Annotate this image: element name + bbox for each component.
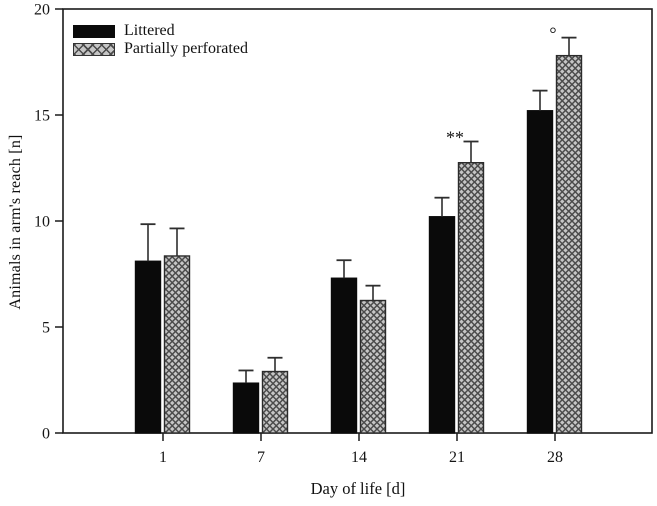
legend-item-littered: Littered <box>73 22 248 40</box>
legend-label: Littered <box>124 22 175 39</box>
bar-littered-day-28 <box>526 110 554 434</box>
y-tick-label: 15 <box>34 108 50 125</box>
y-tick-label: 0 <box>42 426 50 443</box>
legend-label: Partially perforated <box>124 40 248 57</box>
legend-item-partially-perforated: Partially perforated <box>73 40 248 58</box>
bar-littered-day-7 <box>232 382 260 434</box>
x-tick-label: 21 <box>449 449 465 466</box>
x-tick-label: 7 <box>257 449 265 466</box>
bar-littered-day-14 <box>330 277 358 434</box>
y-tick-label: 5 <box>42 320 50 337</box>
y-tick-label: 10 <box>34 214 50 231</box>
bar-partially-perforated-day-21 <box>457 161 485 434</box>
x-tick-label: 28 <box>547 449 563 466</box>
y-tick-label: 20 <box>34 2 50 19</box>
significance-annotation-day-28: ° <box>549 24 556 44</box>
bar-partially-perforated-day-14 <box>359 299 387 434</box>
legend: Littered Partially perforated <box>73 22 248 58</box>
legend-swatch-crosshatch <box>73 42 115 56</box>
x-tick-label: 14 <box>351 449 367 466</box>
legend-swatch-solid-black <box>73 24 115 38</box>
bar-partially-perforated-day-1 <box>163 255 191 434</box>
bar-partially-perforated-day-7 <box>261 370 289 434</box>
bar-partially-perforated-day-28 <box>555 54 583 434</box>
y-axis-label: Animals in arm's reach [n] <box>7 134 24 310</box>
bar-littered-day-21 <box>428 216 456 434</box>
x-tick-label: 1 <box>159 449 167 466</box>
x-axis-label: Day of life [d] <box>310 479 406 498</box>
significance-annotation-day-21: ** <box>446 128 464 148</box>
bar-littered-day-1 <box>134 260 162 434</box>
